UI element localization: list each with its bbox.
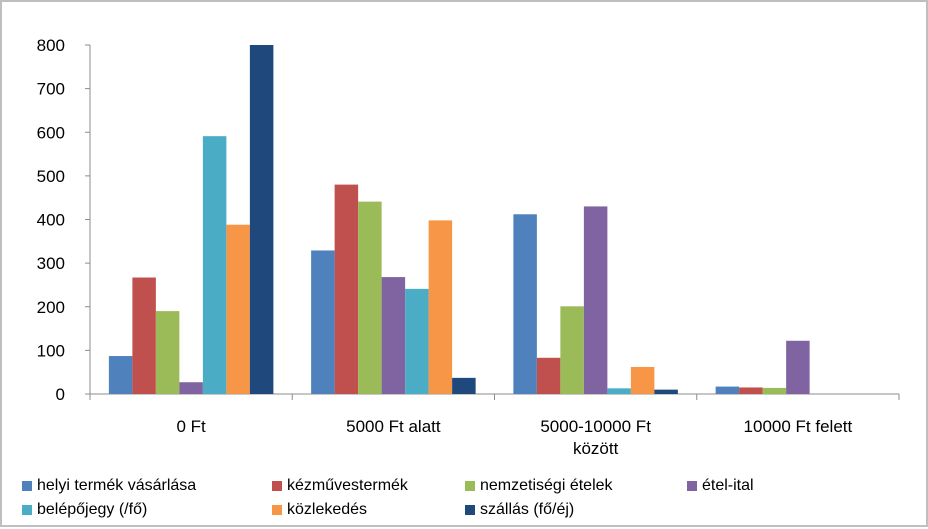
legend-item: szállás (fő/éj) [465,501,574,519]
legend-item: közlekedés [272,501,367,519]
bar [108,356,133,394]
legend-label: kézművestermék [287,477,408,494]
bar [226,224,250,394]
y-tick-label: 200 [37,298,65,317]
bar [654,389,678,394]
x-tick-label: 10000 Ft felett [744,417,853,436]
legend-swatch [465,505,475,515]
legend-label: szállás (fő/éj) [480,501,575,518]
bar [513,214,537,394]
legend-label: étel-ital [702,477,754,494]
bar [536,357,561,394]
y-tick-label: 400 [37,211,65,230]
legend-swatch [22,505,32,515]
bar [739,387,763,394]
bar [762,387,787,394]
y-tick-label: 500 [37,167,65,186]
x-tick-label: 5000 Ft alatt [346,417,441,436]
legend-label: közlekedés [287,501,368,518]
legend-swatch [465,481,475,491]
bar [405,288,429,394]
bar [358,201,382,394]
bar [132,277,156,394]
bar [311,250,335,394]
legend-label: belépőjegy (/fő) [37,501,148,518]
y-tick-label: 700 [37,80,65,99]
bar [334,184,359,394]
x-tick-label: 0 Ft [176,417,206,436]
legend-item: belépőjegy (/fő) [22,501,147,519]
bar [715,386,740,394]
legend-label: nemzetiségi ételek [480,477,613,494]
bar [583,206,608,394]
legend-swatch [687,481,697,491]
y-tick-label: 600 [37,123,65,142]
bar [428,220,453,394]
bar [786,340,810,394]
y-tick-label: 100 [37,341,65,360]
bar [452,377,476,394]
bar [202,136,227,394]
legend-item: helyi termék vásárlása [22,477,196,495]
bar [607,388,631,394]
bar [249,45,274,394]
x-tick-label: 5000-10000 Ft [540,417,651,436]
legend-item: kézművestermék [272,477,408,495]
bar [560,306,584,394]
y-tick-label: 800 [37,36,65,55]
legend-item: étel-ital [687,477,754,495]
legend-swatch [272,505,282,515]
legend-label: helyi termék vásárlása [37,477,197,494]
y-tick-label: 0 [56,385,65,404]
legend-swatch [22,481,32,491]
legend-item: nemzetiségi ételek [465,477,613,495]
bar [381,277,406,394]
bar [179,382,203,394]
x-tick-label: között [573,439,619,458]
legend-swatch [272,481,282,491]
bar [155,311,180,394]
y-tick-label: 300 [37,254,65,273]
bar [630,366,655,394]
